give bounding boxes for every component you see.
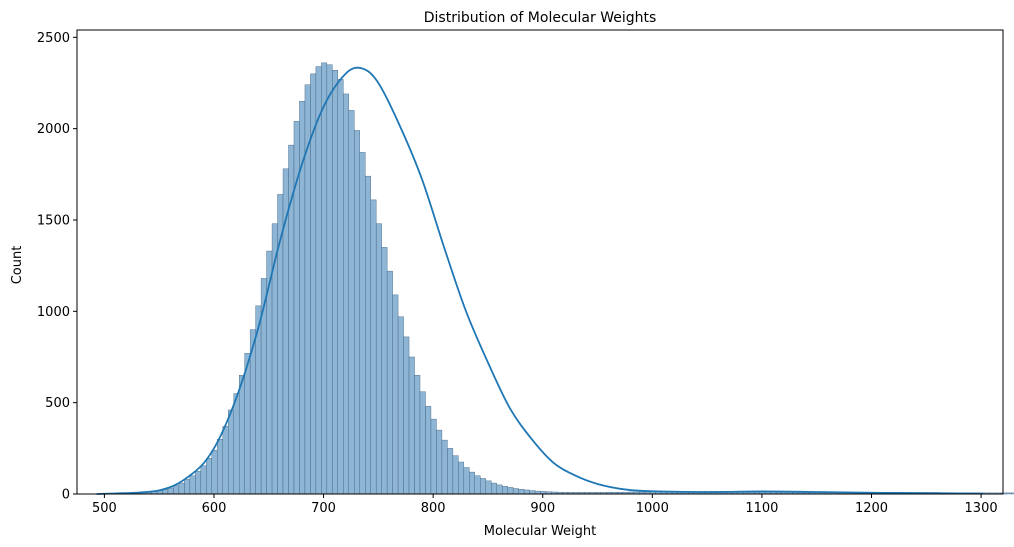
histogram-bar (447, 448, 454, 495)
x-tick-label: 700 (311, 501, 336, 516)
histogram-bar (173, 485, 180, 495)
y-tick-label: 0 (62, 488, 70, 503)
x-tick-label: 800 (421, 501, 446, 516)
histogram-bar (474, 475, 481, 495)
histogram-bar (244, 353, 251, 495)
histogram-bar (458, 461, 465, 495)
x-axis-title: Molecular Weight (484, 524, 597, 539)
histogram-bars (96, 62, 1014, 495)
histogram-bar (332, 69, 339, 495)
y-tick-label: 2500 (37, 31, 70, 46)
histogram-bar (200, 465, 207, 495)
histogram-bar (381, 247, 388, 495)
histogram-bar (343, 93, 349, 495)
histogram-bar (222, 426, 229, 495)
histogram-bar (189, 475, 196, 495)
histogram-bar (414, 375, 421, 495)
histogram-bar (419, 391, 426, 495)
x-axis: 500 600 700 800 900 1000 1100 1200 1300 (92, 494, 998, 516)
histogram-bar (425, 406, 432, 495)
histogram-bar (1006, 492, 1012, 495)
histogram-bar (195, 470, 202, 495)
histogram-bar (496, 484, 503, 495)
histogram-bar (485, 480, 492, 495)
histogram-bar (337, 79, 344, 495)
y-tick-label: 2000 (37, 122, 70, 137)
histogram-bar (315, 66, 322, 495)
histogram-bar (512, 488, 519, 495)
histogram-bar (178, 482, 185, 495)
histogram-bar (518, 489, 525, 495)
histogram-bar (408, 356, 415, 495)
plot-frame (76, 29, 1004, 495)
histogram-bar (167, 487, 174, 495)
histogram-bar (238, 375, 245, 495)
chart-title: Distribution of Molecular Weights (424, 10, 657, 26)
histogram-bar (392, 294, 399, 495)
histogram-bar (211, 449, 218, 495)
histogram-bar (228, 409, 234, 495)
histogram-bar (480, 478, 486, 495)
histogram-bar (370, 199, 377, 495)
histogram-bar (217, 439, 223, 495)
x-tick-label: 1000 (636, 501, 669, 516)
histogram-bar (529, 490, 536, 495)
x-tick-label: 1300 (965, 501, 998, 516)
histogram-bar (184, 479, 191, 495)
histogram-bar (430, 418, 437, 495)
histogram-bar (233, 393, 240, 495)
histogram-bar (403, 336, 410, 495)
histogram-bar (397, 316, 404, 495)
x-tick-label: 1100 (745, 501, 778, 516)
histogram-bar (365, 175, 371, 495)
y-tick-label: 1000 (37, 305, 70, 320)
kde-curve (96, 66, 984, 495)
histogram-bar (501, 486, 508, 495)
histogram-bar (523, 489, 530, 495)
x-tick-label: 600 (202, 501, 227, 516)
histogram-bar (507, 487, 514, 495)
histogram-bar (326, 64, 333, 495)
histogram-bar (452, 455, 459, 495)
histogram-bar (491, 482, 497, 495)
y-axis: 0 500 1000 1500 2000 2500 (37, 31, 77, 503)
x-tick-label: 500 (92, 501, 117, 516)
y-tick-label: 500 (45, 396, 70, 411)
y-tick-label: 1500 (37, 213, 70, 228)
y-axis-title: Count (10, 246, 25, 285)
histogram-bar (206, 458, 212, 495)
x-tick-label: 900 (530, 501, 555, 516)
histogram-bar (375, 223, 382, 495)
histogram-bar (354, 130, 360, 495)
histogram-bar (359, 152, 366, 495)
histogram-bar (1011, 492, 1014, 495)
histogram-bar (441, 439, 448, 495)
histogram-bar (386, 270, 393, 495)
histogram-bar (436, 429, 443, 495)
histogram-bar (321, 62, 328, 495)
x-tick-label: 1200 (855, 501, 888, 516)
histogram-bar (348, 110, 355, 495)
histogram-bar (469, 471, 476, 495)
histogram-bar (463, 467, 470, 495)
